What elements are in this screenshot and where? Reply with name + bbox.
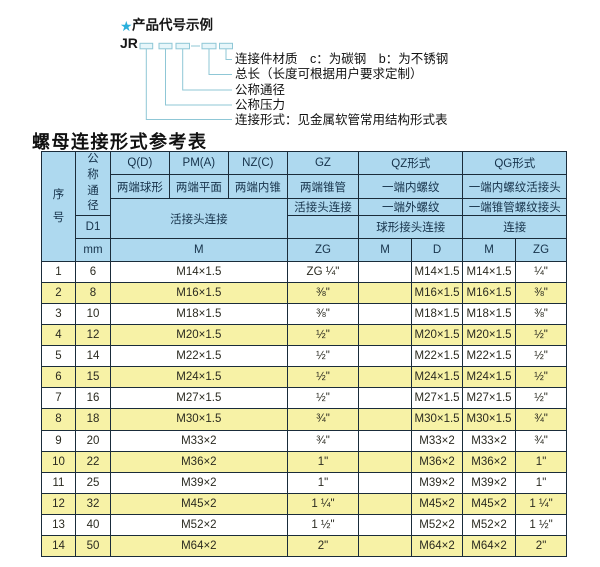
- svg-text:JR: JR: [120, 35, 138, 51]
- svg-text:产品代号示例: 产品代号示例: [132, 17, 213, 33]
- svg-text:连接件材质 c：为碳钢 b：为不锈钢: 连接件材质 c：为碳钢 b：为不锈钢: [235, 51, 448, 66]
- svg-text:公称压力: 公称压力: [235, 98, 285, 112]
- svg-text:公称通径: 公称通径: [235, 83, 285, 97]
- svg-text:总长（长度可根据用户要求定制）: 总长（长度可根据用户要求定制）: [235, 66, 423, 81]
- svg-text:★: ★: [120, 18, 133, 34]
- svg-text:连接形式：见金属软管常用结构形式表: 连接形式：见金属软管常用结构形式表: [235, 112, 448, 127]
